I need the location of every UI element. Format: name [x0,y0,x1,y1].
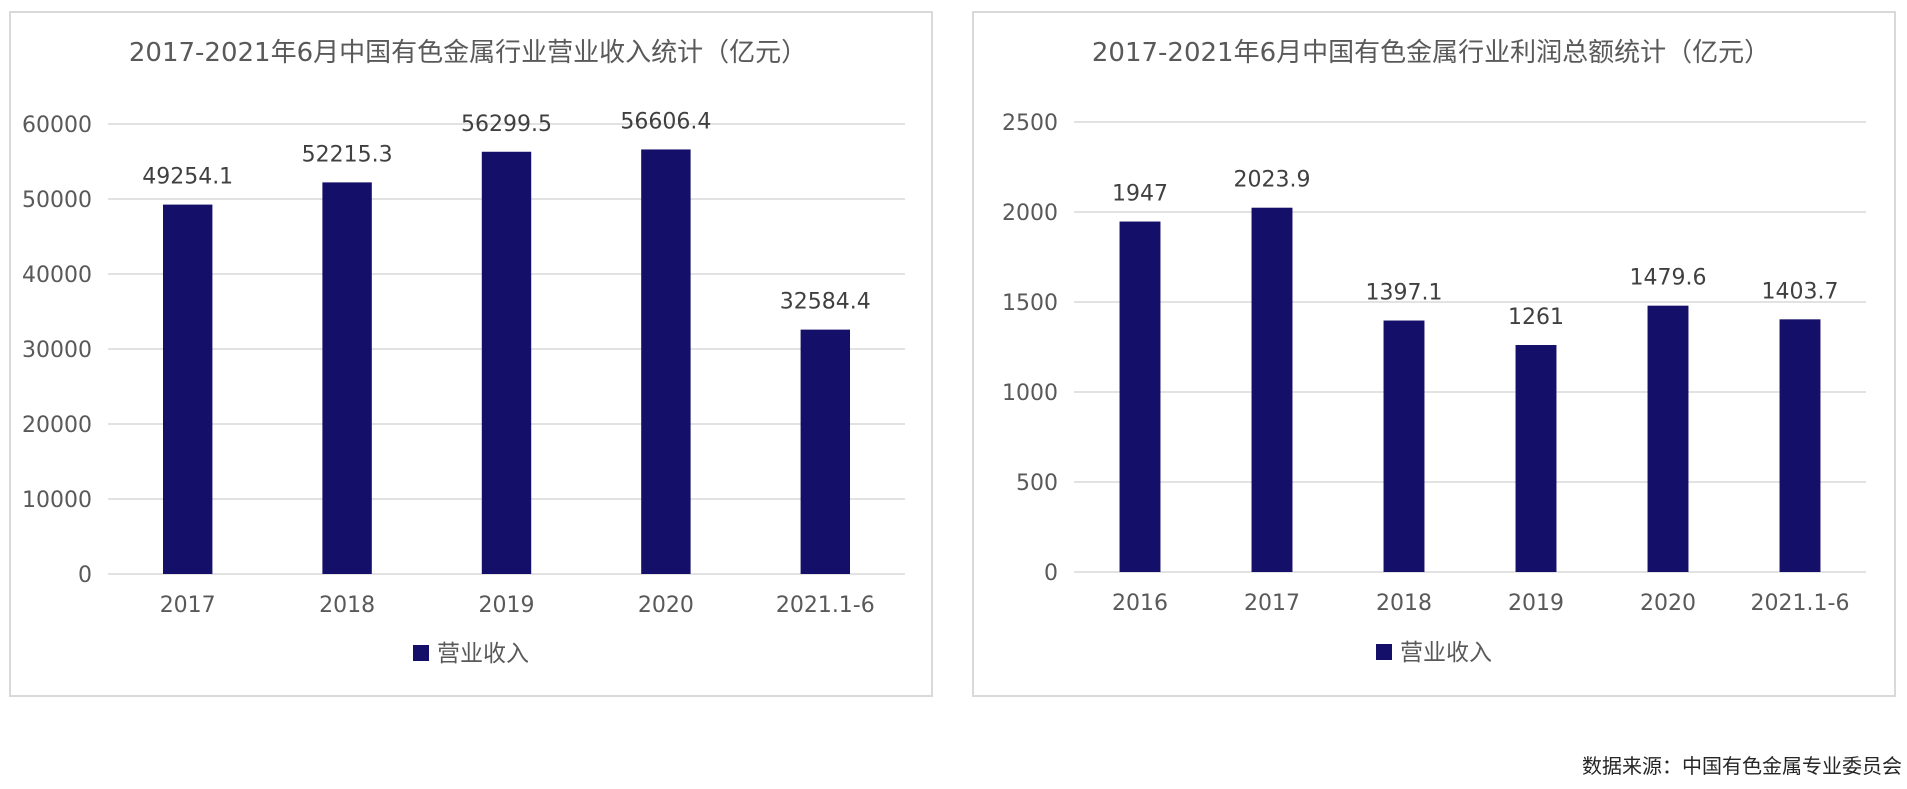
legend: 营业收入 [413,641,529,667]
bar [1779,319,1821,572]
x-tick-label: 2021.1-6 [776,593,875,618]
data-label: 49254.1 [142,165,233,190]
legend-label: 营业收入 [437,641,529,667]
legend-label: 营业收入 [1400,640,1492,666]
bar [800,329,851,574]
legend: 营业收入 [1376,640,1492,666]
y-tick-label: 10000 [22,488,92,513]
bar [481,151,532,574]
profit-chart-panel: 2017-2021年6月中国有色金属行业利润总额统计（亿元） 0 500 1000 1… [972,11,1896,697]
data-label: 1403.7 [1762,279,1839,304]
x-tick-label: 2019 [1508,591,1564,616]
legend-swatch [1376,644,1392,660]
x-tick-label: 2016 [1112,591,1168,616]
bar [1515,345,1557,572]
y-tick-label: 40000 [22,263,92,288]
data-label: 56299.5 [461,112,552,137]
bar [1119,221,1161,573]
data-label: 1479.6 [1630,266,1707,291]
chart-title: 2017-2021年6月中国有色金属行业利润总额统计（亿元） [1092,38,1770,68]
x-tick-label: 2020 [1640,591,1696,616]
y-tick-label: 500 [1016,471,1058,496]
x-tick-label: 2018 [1376,591,1432,616]
y-tick-label: 60000 [22,113,92,138]
x-tick-label: 2017 [1244,591,1300,616]
y-tick-label: 50000 [22,188,92,213]
x-tick-label: 2018 [319,593,375,618]
data-label: 56606.4 [620,109,711,134]
revenue-chart: 2017-2021年6月中国有色金属行业营业收入统计（亿元） 0 10000 200… [22,38,905,667]
data-label: 1947 [1112,182,1168,207]
x-tick-label: 2020 [638,593,694,618]
y-tick-label: 2000 [1002,201,1058,226]
x-tick-label: 2021.1-6 [1751,591,1850,616]
x-tick-label: 2019 [479,593,535,618]
bar [1647,305,1689,572]
data-label: 1397.1 [1366,281,1443,306]
data-label: 1261 [1508,305,1564,330]
chart-title: 2017-2021年6月中国有色金属行业营业收入统计（亿元） [129,38,807,68]
y-tick-label: 0 [78,563,92,588]
data-label: 2023.9 [1234,168,1311,193]
bar [1251,207,1293,572]
y-tick-label: 30000 [22,338,92,363]
bar [1383,320,1425,572]
bar [322,182,372,574]
data-label: 52215.3 [302,142,393,167]
y-tick-label: 1000 [1002,381,1058,406]
y-tick-label: 1500 [1002,291,1058,316]
data-label: 32584.4 [780,290,871,315]
y-tick-label: 20000 [22,413,92,438]
profit-chart: 2017-2021年6月中国有色金属行业利润总额统计（亿元） 0 500 1000 1… [1002,38,1866,666]
bar [641,149,691,574]
revenue-chart-panel: 2017-2021年6月中国有色金属行业营业收入统计（亿元） 0 10000 200… [9,11,933,697]
legend-swatch [413,645,429,661]
x-tick-label: 2017 [160,593,216,618]
y-tick-label: 0 [1044,561,1058,586]
y-tick-label: 2500 [1002,111,1058,136]
bar [162,204,213,575]
source-note: 数据来源：中国有色金属专业委员会 [1582,754,1902,778]
